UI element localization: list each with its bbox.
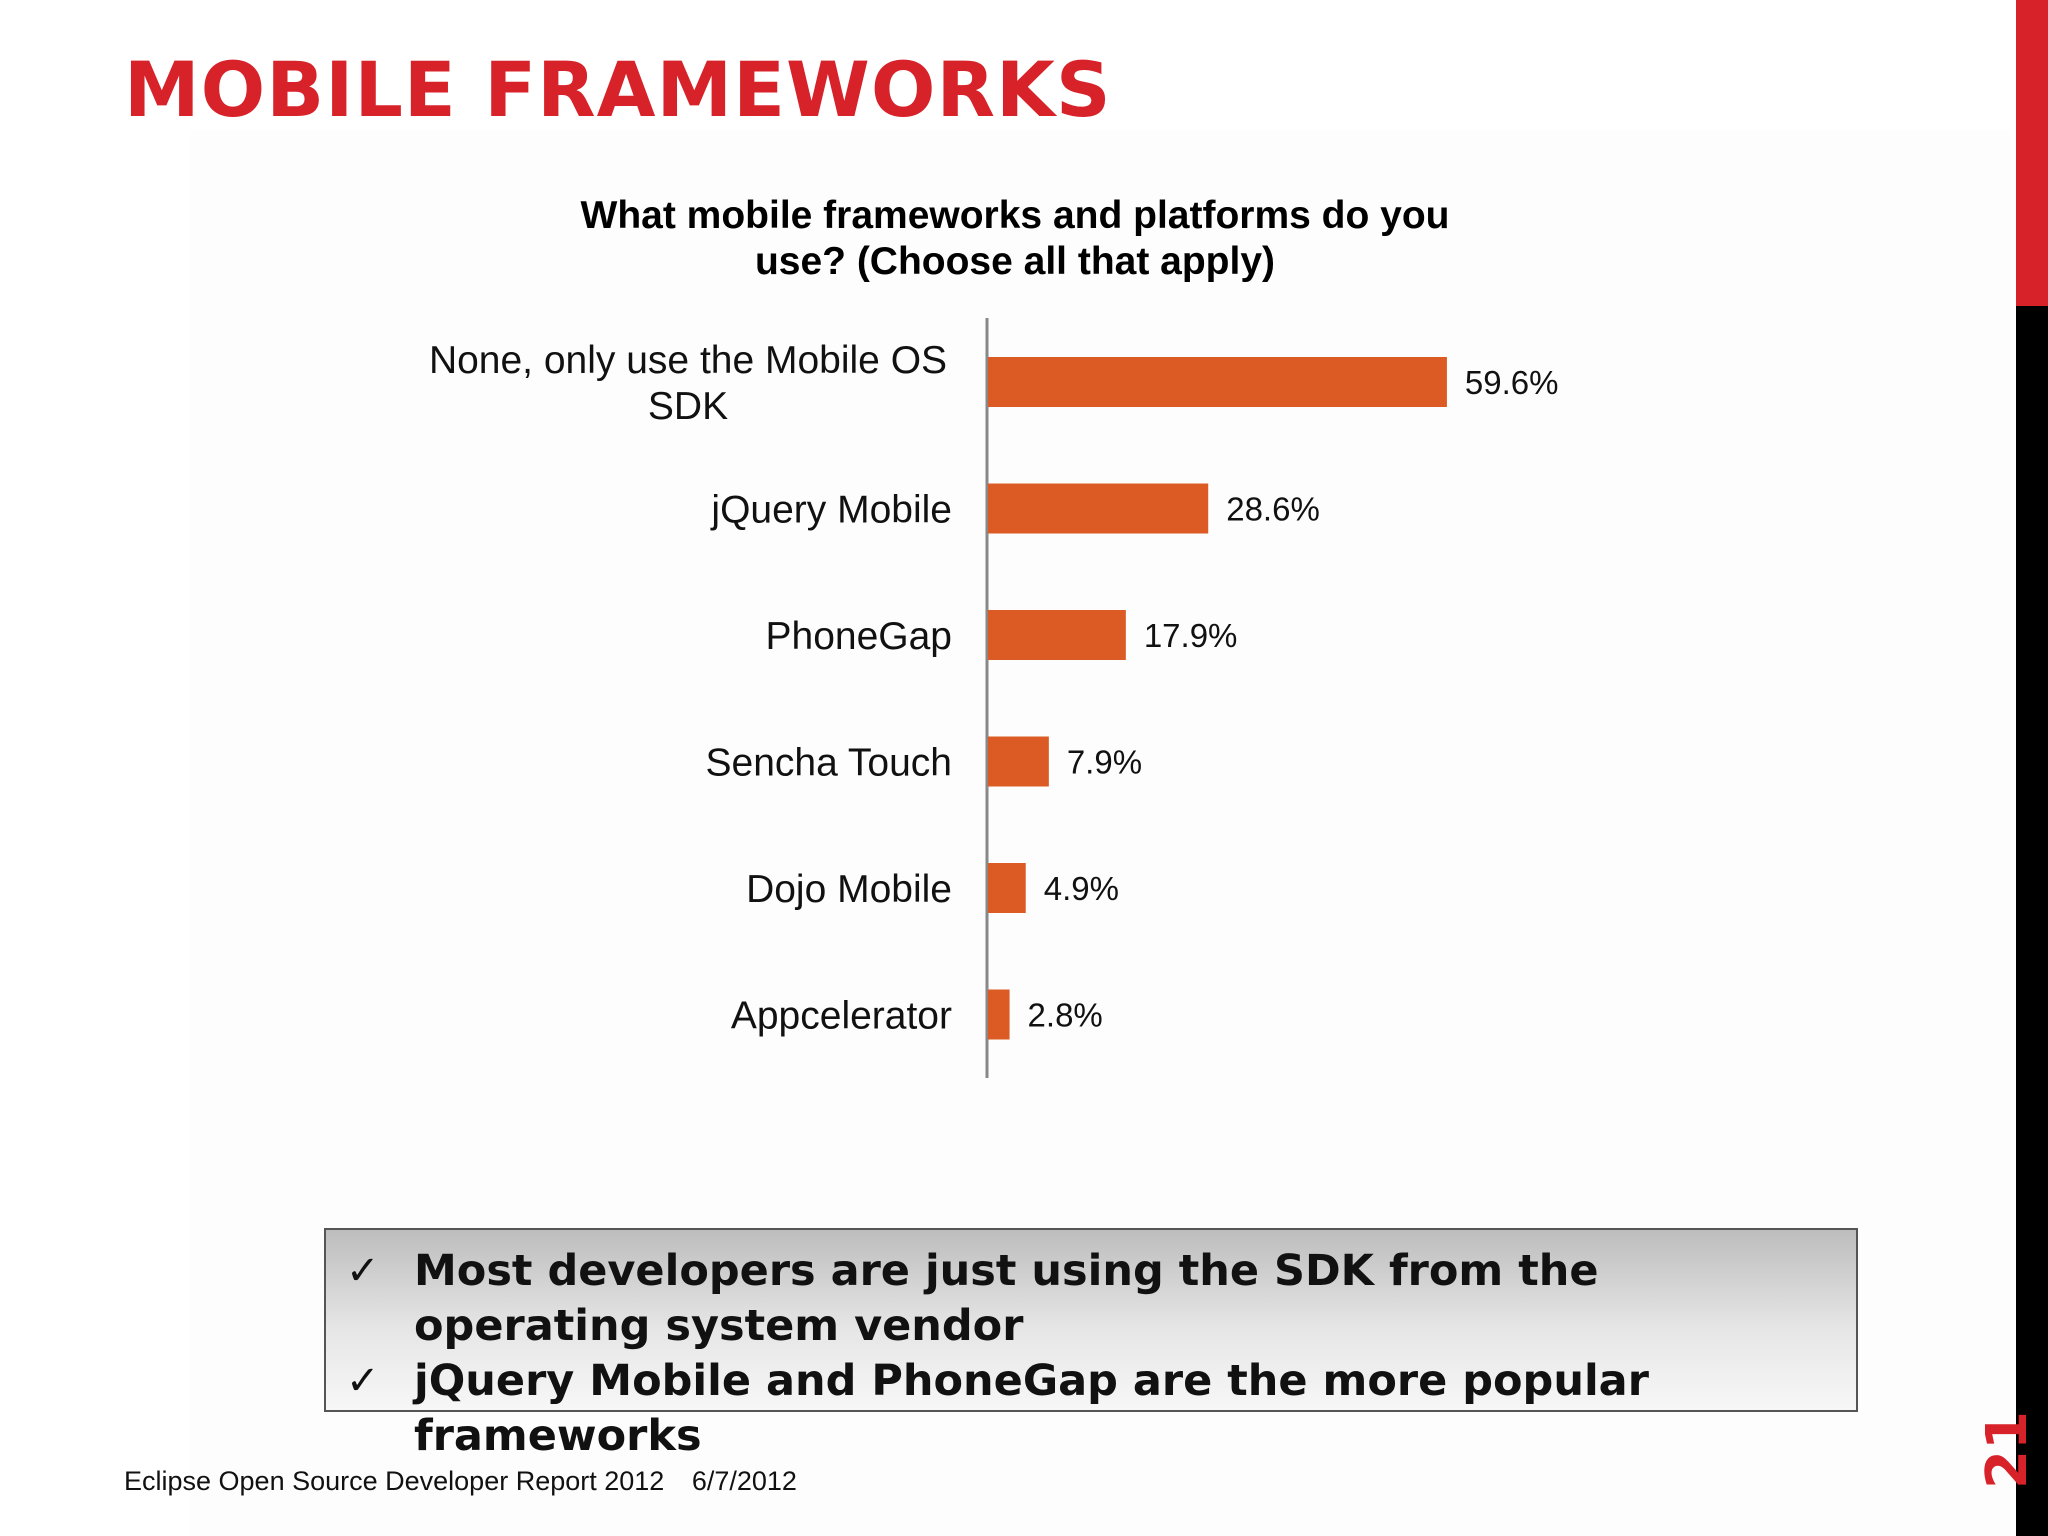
category-label-4: Dojo Mobile <box>746 868 952 911</box>
value-label-4: 4.9% <box>1044 870 1119 907</box>
footer-date: 6/7/2012 <box>691 1466 797 1496</box>
chart-title-line: What mobile frameworks and platforms do … <box>581 194 1450 237</box>
bar-5 <box>988 989 1010 1040</box>
bar-chart: What mobile frameworks and platforms do … <box>429 194 1559 1078</box>
bar-3 <box>988 736 1049 787</box>
value-label-3: 7.9% <box>1067 744 1142 781</box>
summary-box: ✓ Most developers are just using the SDK… <box>324 1228 1858 1461</box>
category-label-line: Sencha Touch <box>706 742 952 785</box>
summary-item-sdk: ✓ Most developers are just using the SDK… <box>346 1244 1816 1354</box>
category-label-3: Sencha Touch <box>706 742 952 785</box>
chart-title: What mobile frameworks and platforms do … <box>581 194 1450 283</box>
side-accent-bar <box>2016 0 2048 1536</box>
category-label-line: SDK <box>648 385 728 428</box>
chart-title-line: use? (Choose all that apply) <box>755 240 1275 283</box>
side-accent-bar-red <box>2016 0 2048 306</box>
value-label-2: 17.9% <box>1144 617 1238 654</box>
value-label-5: 2.8% <box>1028 997 1103 1034</box>
category-label-line: Appcelerator <box>731 995 952 1038</box>
summary-text: jQuery Mobile and PhoneGap are the more … <box>414 1356 1649 1461</box>
bars-group <box>988 357 1447 1040</box>
bar-2 <box>988 610 1126 660</box>
category-label-0: None, only use the Mobile OS SDK <box>429 339 947 428</box>
footer-report-name: Eclipse Open Source Developer Report 201… <box>124 1466 665 1496</box>
category-label-5: Appcelerator <box>731 995 952 1038</box>
category-label-1: jQuery Mobile <box>710 489 952 532</box>
slide-title: MOBILE FRAMEWORKS <box>124 45 1112 134</box>
bar-1 <box>988 483 1209 534</box>
category-label-2: PhoneGap <box>766 615 953 658</box>
value-labels-group: 59.6% 28.6% 17.9% 7.9% 4.9% 2.8% <box>1028 364 1559 1034</box>
category-labels-group: None, only use the Mobile OS SDK jQuery Mo… <box>429 339 952 1038</box>
summary-item-frameworks: ✓ jQuery Mobile and PhoneGap are the mor… <box>346 1354 1816 1464</box>
category-label-line: PhoneGap <box>766 615 953 658</box>
footer: Eclipse Open Source Developer Report 201… <box>124 1466 797 1497</box>
category-label-line: None, only use the Mobile OS <box>429 339 947 382</box>
summary-text: Most developers are just using the SDK f… <box>414 1246 1599 1351</box>
category-label-line: Dojo Mobile <box>746 868 952 911</box>
bar-4 <box>988 863 1026 913</box>
checkmark-icon: ✓ <box>346 1248 380 1294</box>
page-number: 21 <box>1975 1411 2040 1489</box>
category-label-line: jQuery Mobile <box>710 489 952 532</box>
value-label-0: 59.6% <box>1465 364 1559 401</box>
bar-0 <box>988 357 1447 407</box>
value-label-1: 28.6% <box>1226 491 1320 528</box>
checkmark-icon: ✓ <box>346 1358 380 1404</box>
